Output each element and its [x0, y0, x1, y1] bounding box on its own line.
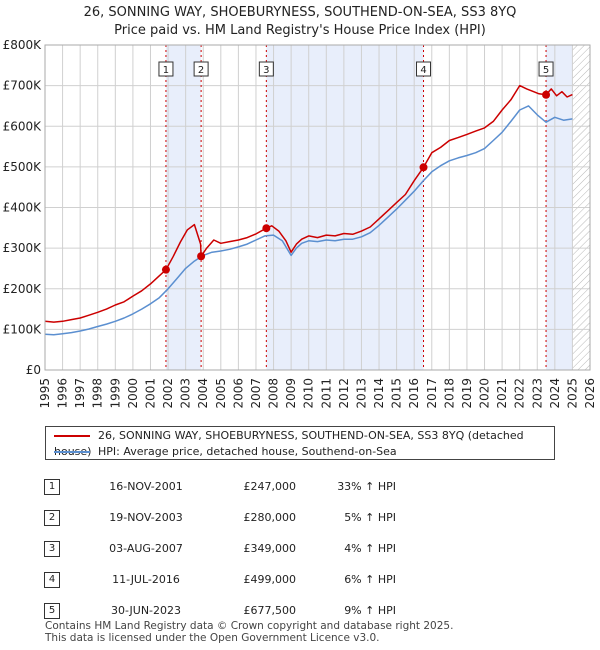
sale-hpi-diff: 4% ↑ HPI — [344, 542, 396, 555]
x-tick-label: 1995 — [38, 378, 52, 409]
y-tick-label: £600K — [3, 119, 43, 133]
x-tick-label: 2001 — [143, 378, 157, 409]
x-tick-label: 1996 — [56, 378, 70, 409]
sale-date: 19-NOV-2003 — [109, 511, 183, 524]
sale-number-box — [193, 61, 209, 77]
sale-price: £677,500 — [243, 604, 297, 617]
sale-number-box — [258, 61, 274, 77]
hpi-line — [44, 105, 573, 336]
sales-row: 2 19-NOV-2003 £280,000 5% ↑ HPI — [44, 502, 396, 533]
x-tick-label: 2000 — [126, 378, 140, 409]
price-chart: £0 £100K £200K £300K £400K £500K £600K £700K £80… — [3, 38, 597, 409]
x-tick-label: 1998 — [91, 378, 105, 409]
y-tick-label: £100K — [3, 322, 43, 336]
x-tick-label: 2024 — [548, 378, 562, 409]
x-tick-label: 2007 — [249, 378, 263, 409]
sale-number-label: 4 — [420, 65, 426, 76]
y-tick-label: £0 — [26, 363, 41, 377]
sales-row: 4 11-JUL-2016 £499,000 6% ↑ HPI — [44, 564, 396, 595]
footer: Contains HM Land Registry data © Crown c… — [45, 620, 453, 644]
sale-badge: 1 — [44, 478, 60, 495]
sales-table: 1 16-NOV-2001 £247,000 33% ↑ HPI 2 19-NOV-200… — [44, 471, 396, 626]
x-tick-label: 2016 — [407, 378, 421, 409]
sale-price: £349,000 — [243, 542, 297, 555]
x-tick-label: 2025 — [565, 378, 579, 409]
x-tick-label: 2009 — [284, 378, 298, 409]
y-tick-label: £700K — [3, 79, 43, 93]
sale-number-box — [416, 61, 432, 77]
x-tick-label: 2013 — [354, 378, 368, 409]
x-tick-label: 2005 — [214, 378, 228, 409]
x-tick-label: 2017 — [425, 378, 439, 409]
sale-price: £280,000 — [243, 511, 297, 524]
sale-point — [197, 252, 206, 261]
sale-date: 16-NOV-2001 — [109, 480, 183, 493]
x-tick-label: 2026 — [583, 378, 597, 409]
x-tick-label: 2023 — [530, 378, 544, 409]
footer-licence: This data is licensed under the Open Gov… — [45, 632, 380, 644]
x-tick-label: 2022 — [513, 378, 527, 409]
sale-price: £499,000 — [243, 573, 297, 586]
sale-hpi-diff: 5% ↑ HPI — [344, 511, 396, 524]
x-tick-label: 2006 — [231, 378, 245, 409]
sale-badge: 5 — [44, 602, 60, 619]
x-tick-label: 1999 — [108, 378, 122, 409]
x-tick-label: 2008 — [267, 378, 281, 409]
sale-badge: 2 — [44, 509, 60, 526]
chart-subtitle: Price paid vs. HM Land Registry's House … — [114, 23, 486, 38]
x-tick-label: 2010 — [302, 378, 316, 409]
sale-point — [542, 90, 551, 99]
sale-point — [419, 163, 428, 172]
x-tick-label: 2021 — [495, 378, 509, 409]
legend-item-hpi: HPI: Average price, detached house, Sout… — [54, 444, 397, 460]
sale-number-label: 5 — [543, 65, 549, 76]
sale-hpi-diff: 6% ↑ HPI — [344, 573, 396, 586]
sale-date: 03-AUG-2007 — [109, 542, 183, 555]
chart-title: 26, SONNING WAY, SHOEBURYNESS, SOUTHEND-… — [83, 5, 517, 20]
sale-number-box — [158, 61, 174, 77]
x-tick-label: 2014 — [372, 378, 386, 409]
legend-item-property: 26, SONNING WAY, SHOEBURYNESS, SOUTHEND-… — [54, 428, 554, 458]
x-tick-label: 2012 — [337, 378, 351, 409]
property-price-line — [44, 84, 573, 323]
sale-point — [161, 265, 170, 274]
sale-badge: 4 — [44, 571, 60, 588]
sales-row: 1 16-NOV-2001 £247,000 33% ↑ HPI — [44, 471, 396, 502]
plot-border — [44, 44, 591, 371]
y-tick-label: £400K — [3, 201, 43, 215]
x-tick-label: 2020 — [478, 378, 492, 409]
sale-date: 11-JUL-2016 — [112, 573, 180, 586]
sales-row: 5 30-JUN-2023 £677,500 9% ↑ HPI — [44, 595, 396, 626]
sale-number-label: 2 — [198, 65, 204, 76]
y-tick-label: £300K — [3, 241, 43, 255]
x-tick-label: 2003 — [179, 378, 193, 409]
y-tick-label: £200K — [3, 282, 43, 296]
legend-swatch-blue — [54, 451, 90, 453]
legend: 26, SONNING WAY, SHOEBURYNESS, SOUTHEND-… — [45, 426, 555, 460]
sales-row: 3 03-AUG-2007 £349,000 4% ↑ HPI — [44, 533, 396, 564]
x-tick-label: 2018 — [442, 378, 456, 409]
sale-badge: 3 — [44, 540, 60, 557]
footer-copyright: Contains HM Land Registry data © Crown c… — [45, 620, 454, 632]
sale-number-label: 1 — [163, 65, 169, 76]
sale-price: £247,000 — [243, 480, 297, 493]
x-tick-label: 2019 — [460, 378, 474, 409]
x-tick-label: 2015 — [390, 378, 404, 409]
y-tick-label: £800K — [3, 38, 43, 52]
sale-number-box — [538, 61, 554, 77]
sale-hpi-diff: 33% ↑ HPI — [337, 480, 396, 493]
legend-swatch-red — [54, 435, 90, 437]
sale-number-label: 3 — [263, 65, 269, 76]
sale-point — [262, 224, 271, 233]
sale-date: 30-JUN-2023 — [110, 604, 182, 617]
x-tick-label: 1997 — [73, 378, 87, 409]
x-tick-label: 2011 — [319, 378, 333, 409]
x-tick-label: 2004 — [196, 378, 210, 409]
x-tick-label: 2002 — [161, 378, 175, 409]
y-tick-label: £500K — [3, 160, 43, 174]
sale-hpi-diff: 9% ↑ HPI — [344, 604, 396, 617]
legend-label-hpi: HPI: Average price, detached house, Sout… — [98, 445, 397, 458]
